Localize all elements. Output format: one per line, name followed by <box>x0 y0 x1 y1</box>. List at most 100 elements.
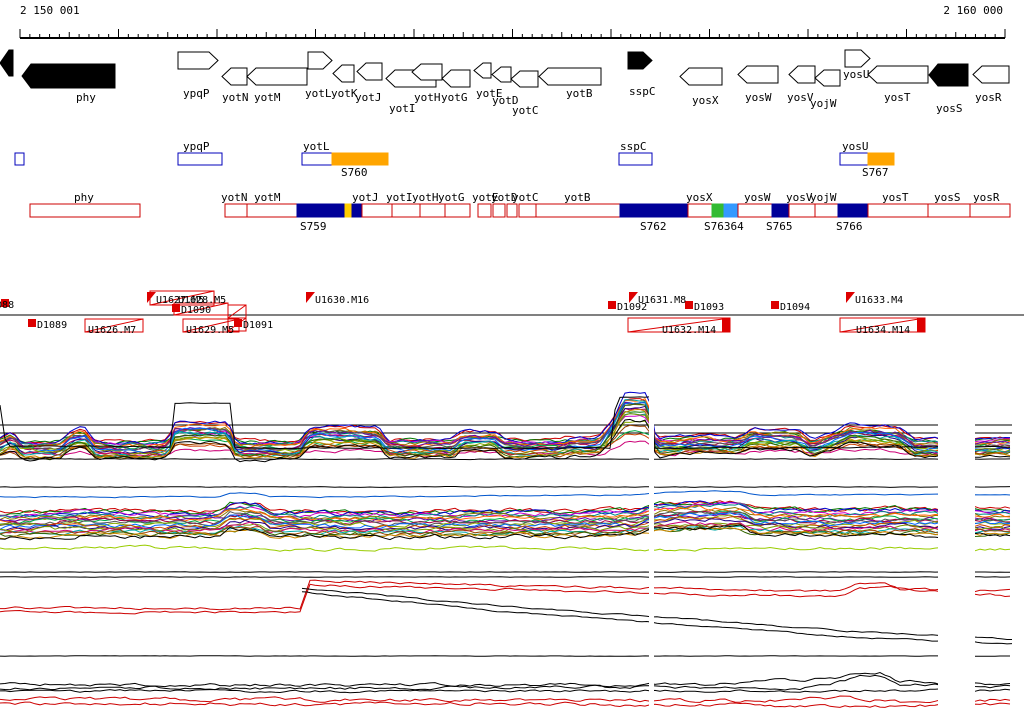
gene-box-red[interactable] <box>492 203 506 218</box>
expression-panel-1 <box>0 391 1012 463</box>
expression-line <box>0 391 1011 446</box>
gene-arrow-yotM[interactable] <box>246 67 308 86</box>
track3-gene-label-yosW: yosW <box>744 191 771 204</box>
gene-label-yojW: yojW <box>810 97 837 110</box>
gene-box-red[interactable] <box>737 203 773 218</box>
segment-box-navy[interactable] <box>771 203 790 218</box>
feature-box-blue[interactable] <box>14 152 25 166</box>
segment-box-navy[interactable] <box>296 203 346 218</box>
expression-line <box>0 671 1011 688</box>
marker-region-end <box>917 318 925 332</box>
probe-flag-triangle[interactable] <box>306 292 315 303</box>
segment-box-cyan[interactable] <box>723 203 739 218</box>
expression-line <box>0 527 1011 540</box>
segment-box-orange[interactable] <box>331 152 389 166</box>
gene-label-yotM: yotM <box>254 91 281 104</box>
gene-label-yotK: yotK <box>331 87 358 100</box>
segment-box-yellow[interactable] <box>344 203 353 218</box>
gene-arrow-yotE[interactable] <box>473 62 492 79</box>
gene-arrow-ypqP[interactable] <box>177 51 219 70</box>
feature-box-blue[interactable] <box>177 152 223 166</box>
gene-arrow-yosW[interactable] <box>737 65 779 84</box>
gene-box-red[interactable] <box>477 203 492 218</box>
gene-box-red[interactable] <box>419 203 446 218</box>
probe-label-D1091: D1091 <box>243 320 273 331</box>
gene-arrow-phy[interactable] <box>21 63 116 89</box>
segment-box-navy[interactable] <box>837 203 869 218</box>
gene-arrow-yotL[interactable] <box>307 51 333 70</box>
gene-arrow-yotN[interactable] <box>221 67 248 86</box>
gene-box-red[interactable] <box>687 203 713 218</box>
track2-gene-label-sspC: sspC <box>620 140 647 153</box>
expression-line <box>0 418 1011 463</box>
segment-box-orange[interactable] <box>867 152 895 166</box>
segment-label-S762: S762 <box>640 220 667 233</box>
data-gap <box>649 388 654 712</box>
probe-flag-triangle[interactable] <box>629 292 638 303</box>
gene-arrow-yosX[interactable] <box>679 67 723 86</box>
gene-arrow-yotD[interactable] <box>491 66 512 83</box>
feature-box-blue[interactable] <box>301 152 333 166</box>
probe-flag-square[interactable] <box>28 319 36 327</box>
gene-arrow-yotC[interactable] <box>510 70 539 88</box>
gene-arrow-yotJ[interactable] <box>356 62 383 81</box>
gene-box-red[interactable] <box>518 203 537 218</box>
probe-flag-square[interactable] <box>771 301 779 309</box>
track3-gene-label-yosS: yosS <box>934 191 961 204</box>
probe-flag-square[interactable] <box>172 304 180 312</box>
coordinate-ruler: 2 150 001 2 160 000 <box>19 4 1006 39</box>
gene-arrow-yotH[interactable] <box>411 63 443 81</box>
gene-box-red[interactable] <box>506 203 518 218</box>
segment-box-green[interactable] <box>711 203 725 218</box>
marker-region-diagonal <box>227 304 247 319</box>
probe-label-D1089: D1089 <box>37 320 67 331</box>
gene-box-red[interactable] <box>535 203 621 218</box>
gene-box-red[interactable] <box>927 203 971 218</box>
expression-line <box>0 486 1011 488</box>
gene-arrow-yosV[interactable] <box>788 65 816 84</box>
track3-gene-label-yotG: yotG <box>438 191 465 204</box>
segment-box-navy[interactable] <box>619 203 689 218</box>
gene-arrow-sspC[interactable] <box>627 51 653 70</box>
gene-arrow-yosS[interactable] <box>928 63 969 87</box>
gene-arrow-yosR[interactable] <box>972 65 1010 84</box>
probe-flag-triangle[interactable] <box>147 292 156 303</box>
gene-arrow-yotK[interactable] <box>332 64 355 83</box>
gene-arrow-yotG[interactable] <box>441 69 471 88</box>
expression-line <box>301 587 1012 640</box>
expression-line <box>0 457 1011 461</box>
segment-box-navy[interactable] <box>351 203 363 218</box>
probe-flag-square[interactable] <box>1 299 9 307</box>
gene-arrow-yojW[interactable] <box>814 69 841 87</box>
feature-box-blue[interactable] <box>839 152 869 166</box>
gene-arrow-yotB[interactable] <box>538 67 602 86</box>
gene-box-red[interactable] <box>361 203 393 218</box>
gene-box-red[interactable] <box>969 203 1011 218</box>
track2-gene-label-yosU: yosU <box>842 140 869 153</box>
probe-label-U1634.M14: U1634.M14 <box>856 325 910 336</box>
feature-box-blue[interactable] <box>618 152 653 166</box>
marker-region-box[interactable] <box>227 317 247 332</box>
expression-line <box>0 396 1011 450</box>
gene-arrow-edge[interactable] <box>0 49 14 77</box>
gene-arrow-yosU[interactable] <box>844 49 871 68</box>
probe-flag-square[interactable] <box>685 301 693 309</box>
gene-box-red[interactable] <box>788 203 816 218</box>
gene-box-red[interactable] <box>391 203 421 218</box>
gene-box-red[interactable] <box>814 203 839 218</box>
expression-line <box>0 701 1011 708</box>
track3-gene-label-yosR: yosR <box>973 191 1000 204</box>
gene-arrow-yosT[interactable] <box>867 65 929 84</box>
gene-box-red[interactable] <box>867 203 929 218</box>
probe-flag-square[interactable] <box>608 301 616 309</box>
gene-box-red[interactable] <box>246 203 298 218</box>
track3-gene-label-yojW: yojW <box>810 191 837 204</box>
gene-box-red[interactable] <box>224 203 248 218</box>
probe-flag-triangle[interactable] <box>846 292 855 303</box>
marker-region-box[interactable] <box>84 318 144 333</box>
probe-flag-square[interactable] <box>234 319 242 327</box>
gene-box-red[interactable] <box>444 203 471 218</box>
expression-line <box>0 579 1011 611</box>
gene-box-red[interactable] <box>29 203 141 218</box>
